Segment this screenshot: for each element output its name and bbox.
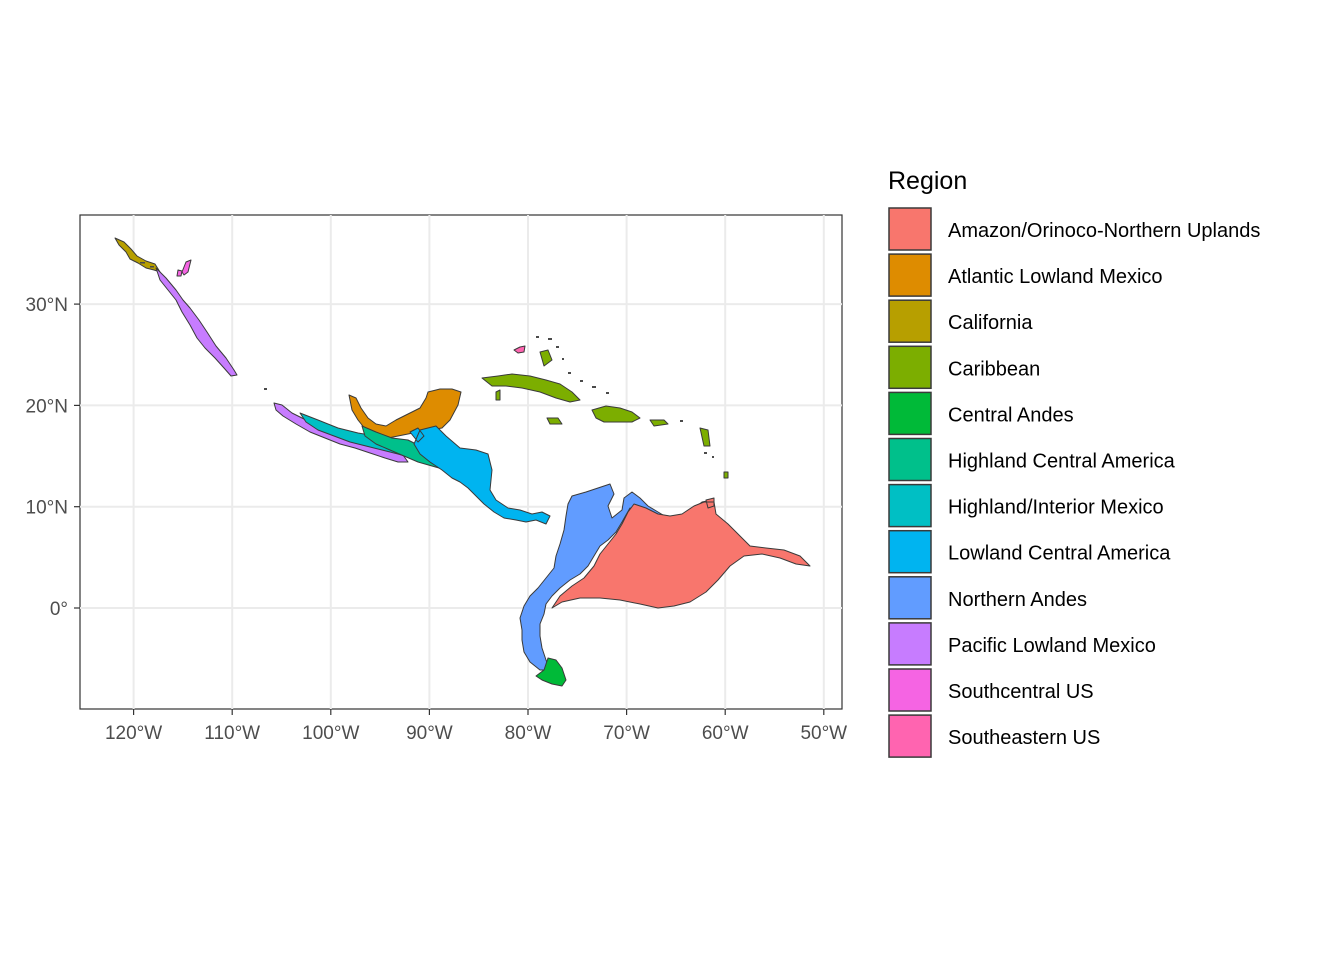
legend-label: California [948,312,1033,334]
region-southcentral-us [181,259,192,276]
gridlines [80,215,842,709]
legend-swatch [888,391,932,436]
legend-title: Region [888,167,967,195]
legend-label: Central Andes [948,404,1074,426]
legend-swatch [888,345,932,390]
legend-label: Amazon/Orinoco-Northern Uplands [948,220,1260,242]
legend-swatch [888,299,932,343]
islets [140,262,714,458]
legend-label: Caribbean [948,358,1040,380]
legend-swatch [888,668,932,712]
region-polygons [114,237,811,687]
region-amazon-orinoco [551,497,811,609]
x-tick-label: 120°W [105,723,162,744]
legend-swatch [888,576,932,620]
x-tick-label: 80°W [505,723,552,744]
legend: Region Amazon/Orinoco-Northern Uplands At… [888,167,1260,758]
x-tick-label: 50°W [800,723,847,744]
y-tick-label: 30°N [26,295,68,316]
region-northern-andes [519,483,713,671]
legend-label: Atlantic Lowland Mexico [948,266,1163,288]
legend-label: Highland/Interior Mexico [948,497,1164,519]
region-central-andes [535,657,567,687]
region-southcentral-us-2 [176,269,183,277]
legend-label: Pacific Lowland Mexico [948,635,1156,657]
y-tick-label: 0° [50,599,68,620]
x-axis: 120°W 110°W 100°W 90°W 80°W 70°W 60°W 50°W [105,709,847,744]
region-lowland-central-america [409,425,551,525]
legend-label: Lowland Central America [948,543,1171,565]
legend-swatch [888,437,932,482]
legend-swatch [888,207,932,251]
x-tick-label: 100°W [302,723,359,744]
legend-swatch [888,529,932,574]
legend-label: Highland Central America [948,451,1176,473]
region-southeastern-us [513,345,526,354]
x-tick-label: 90°W [406,723,453,744]
x-tick-label: 60°W [702,723,749,744]
legend-swatch [888,714,932,758]
x-tick-label: 110°W [204,723,260,744]
legend-swatch [888,622,932,666]
legend-label: Southcentral US [948,681,1094,703]
y-tick-label: 20°N [26,396,68,417]
legend-swatch [888,253,932,297]
y-axis: 0° 10°N 20°N 30°N [26,295,80,620]
legend-label: Southeastern US [948,727,1100,749]
x-tick-label: 70°W [603,723,650,744]
legend-swatch [888,483,932,528]
y-tick-label: 10°N [26,498,68,519]
legend-label: Northern Andes [948,589,1087,611]
region-caribbean [481,349,729,479]
